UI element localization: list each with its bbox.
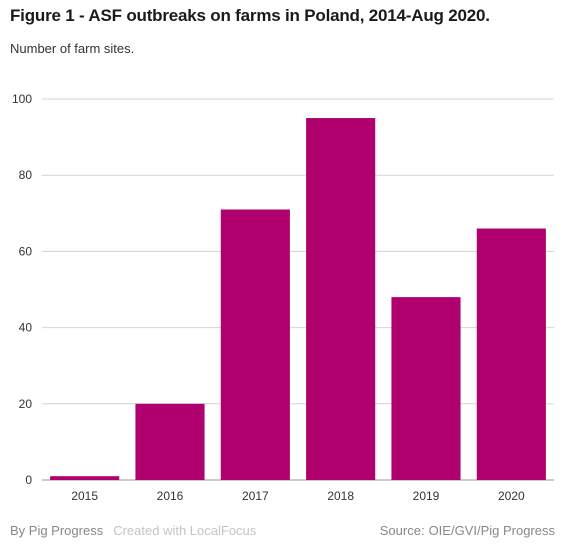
x-tick-label: 2019 [413, 489, 440, 503]
bar [50, 476, 120, 480]
y-tick-label: 80 [19, 168, 33, 182]
x-tick-label: 2015 [71, 489, 98, 503]
bar [135, 403, 205, 480]
footer-created-with[interactable]: Created with LocalFocus [113, 523, 257, 538]
y-tick-label: 40 [19, 321, 33, 335]
x-tick-label: 2017 [242, 489, 269, 503]
chart-subtitle: Number of farm sites. [10, 41, 135, 56]
bar [391, 297, 461, 480]
y-tick-label: 60 [19, 244, 33, 258]
footer-source-value: OIE/GVI/Pig Progress [428, 523, 555, 538]
bar [306, 118, 376, 481]
footer-source: Source: OIE/GVI/Pig Progress [380, 523, 555, 538]
x-tick-label: 2018 [327, 489, 354, 503]
footer-credits: By Pig Progress Created with LocalFocus [10, 523, 256, 538]
y-tick-label: 20 [19, 397, 33, 411]
bar [476, 228, 546, 480]
footer-source-label: Source: [379, 523, 425, 538]
x-tick-label: 2020 [498, 489, 525, 503]
footer-credit: By Pig Progress [10, 523, 104, 538]
bar [220, 209, 290, 481]
y-tick-label: 100 [12, 92, 32, 106]
y-tick-label: 0 [25, 473, 32, 487]
x-tick-label: 2016 [157, 489, 184, 503]
chart-title: Figure 1 - ASF outbreaks on farms in Pol… [10, 6, 490, 25]
